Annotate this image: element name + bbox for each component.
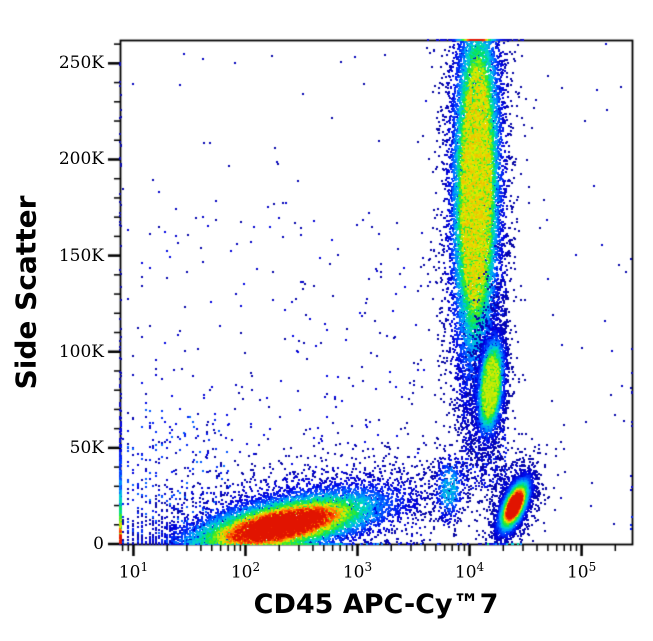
y-tick-label-250K: 250K: [58, 53, 104, 74]
x-tick-label-10e4: 104: [454, 560, 485, 583]
y-tick-label-150K: 150K: [58, 245, 104, 266]
x-tick-label-10e5: 105: [566, 560, 597, 583]
y-tick-label-0: 0: [93, 534, 104, 554]
y-tick-label-200K: 200K: [58, 149, 104, 170]
x-tick-label-10e1: 101: [118, 560, 149, 583]
y-axis-title: Side Scatter: [9, 195, 43, 389]
x-tick-label-10e3: 103: [342, 560, 373, 583]
y-tick-label-50K: 50K: [69, 437, 104, 458]
x-axis-title: CD45 APC-Cy™7: [253, 589, 499, 620]
x-tick-label-10e2: 102: [230, 560, 261, 583]
y-tick-label-100K: 100K: [58, 341, 104, 362]
y-axis-title-box: Side Scatter: [0, 40, 52, 544]
